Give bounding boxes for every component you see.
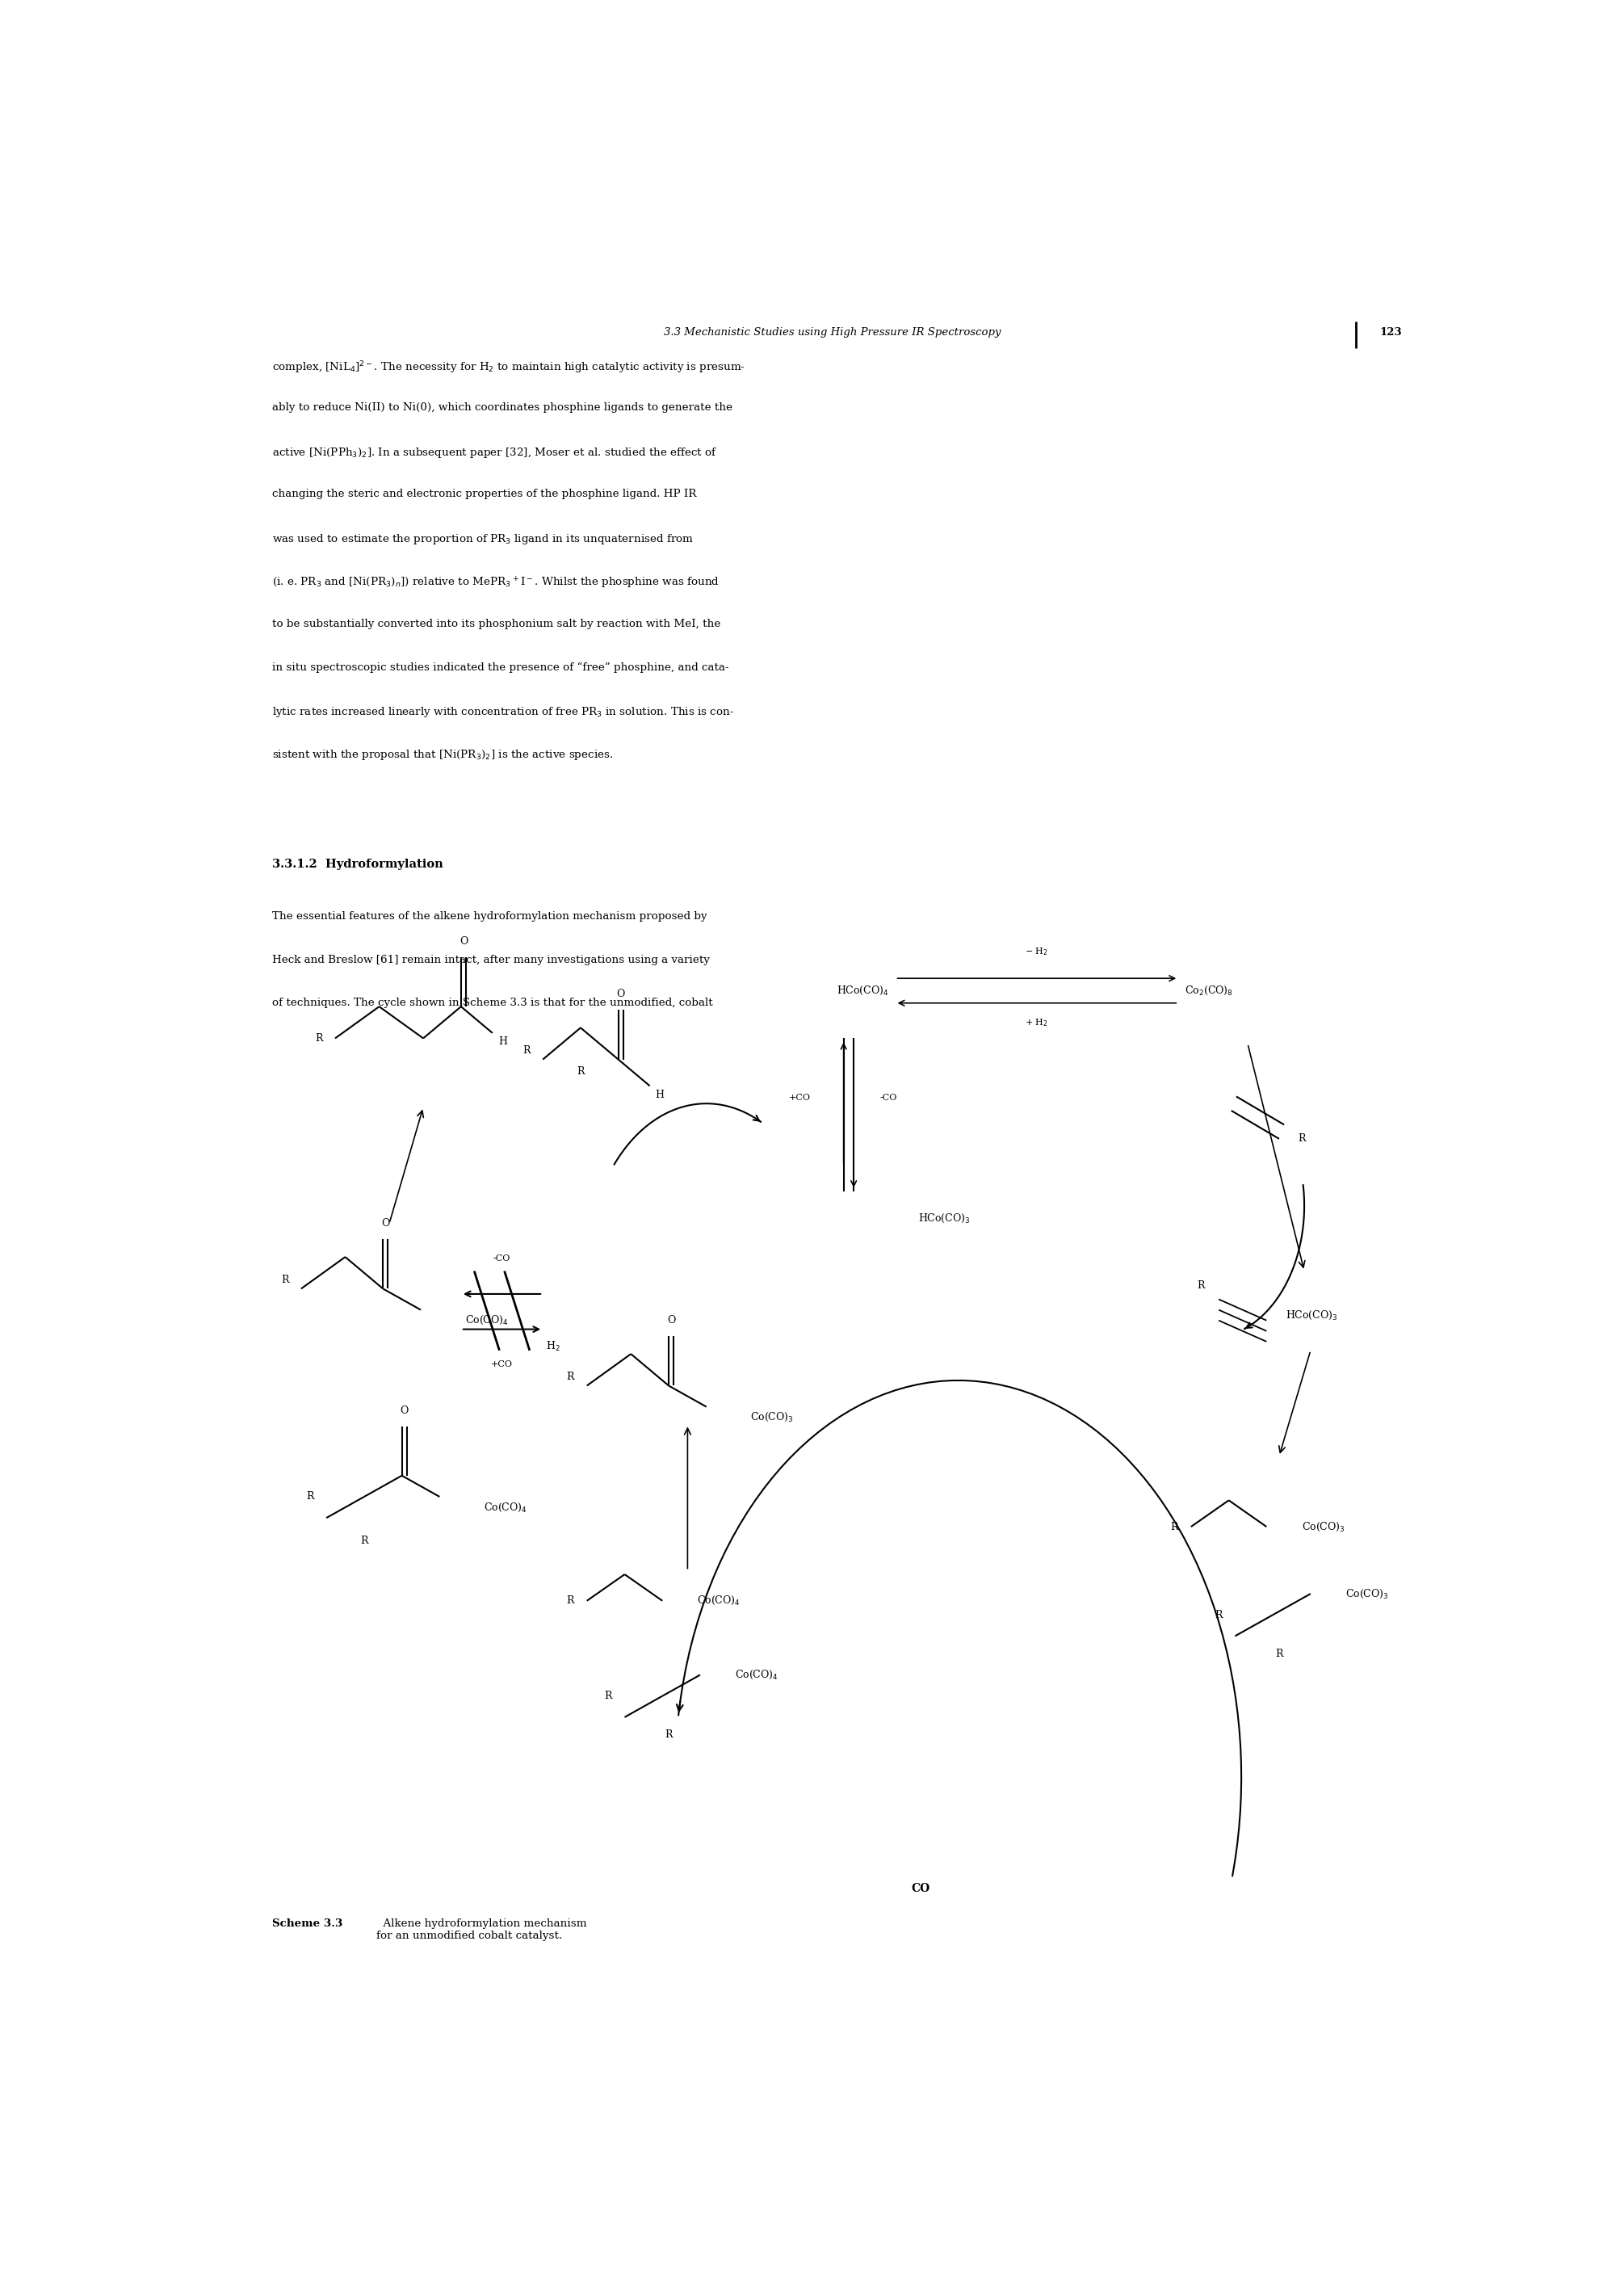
Text: $+$ H$_2$: $+$ H$_2$ [1025, 1017, 1049, 1028]
Text: R: R [523, 1047, 529, 1056]
Text: $-$ H$_2$: $-$ H$_2$ [1025, 946, 1049, 957]
Text: R: R [604, 1690, 612, 1701]
Text: Co(CO)$_3$: Co(CO)$_3$ [1346, 1587, 1389, 1601]
Text: Co$_2$(CO)$_8$: Co$_2$(CO)$_8$ [1186, 985, 1233, 996]
Text: O: O [667, 1314, 676, 1326]
Text: R: R [1215, 1610, 1223, 1619]
Text: R: R [577, 1067, 585, 1076]
Text: R: R [664, 1729, 672, 1740]
Text: of techniques. The cycle shown in Scheme 3.3 is that for the unmodified, cobalt: of techniques. The cycle shown in Scheme… [273, 998, 713, 1008]
Text: Co(CO)$_4$: Co(CO)$_4$ [464, 1314, 508, 1326]
Text: R: R [361, 1537, 369, 1546]
Text: H: H [499, 1037, 507, 1047]
Text: sistent with the proposal that [Ni(PR$_3$)$_2$] is the active species.: sistent with the proposal that [Ni(PR$_3… [273, 749, 614, 763]
Text: CO: CO [911, 1882, 931, 1894]
Text: +CO: +CO [490, 1360, 513, 1369]
Text: Co(CO)$_3$: Co(CO)$_3$ [1301, 1521, 1345, 1532]
Text: R: R [1298, 1134, 1306, 1145]
Text: (i. e. PR$_3$ and [Ni(PR$_3$)$_n$]) relative to MePR$_3$$^+$I$^-$. Whilst the ph: (i. e. PR$_3$ and [Ni(PR$_3$)$_n$]) rela… [273, 575, 719, 591]
Text: O: O [460, 937, 468, 946]
Text: -CO: -CO [880, 1092, 898, 1101]
Text: to be substantially converted into its phosphonium salt by reaction with MeI, th: to be substantially converted into its p… [273, 618, 721, 630]
Text: Co(CO)$_4$: Co(CO)$_4$ [484, 1502, 528, 1514]
Text: was used to estimate the proportion of PR$_3$ ligand in its unquaternised from: was used to estimate the proportion of P… [273, 531, 693, 545]
Text: Scheme 3.3: Scheme 3.3 [273, 1919, 343, 1928]
Text: HCo(CO)$_3$: HCo(CO)$_3$ [1286, 1310, 1338, 1321]
Text: in situ spectroscopic studies indicated the presence of “free” phosphine, and ca: in situ spectroscopic studies indicated … [273, 662, 729, 673]
Text: R: R [1197, 1280, 1205, 1292]
Text: HCo(CO)$_4$: HCo(CO)$_4$ [836, 985, 888, 996]
Text: changing the steric and electronic properties of the phosphine ligand. HP IR: changing the steric and electronic prope… [273, 490, 697, 499]
Text: 123: 123 [1380, 327, 1402, 337]
Text: active [Ni(PPh$_3$)$_2$]. In a subsequent paper [32], Moser et al. studied the e: active [Ni(PPh$_3$)$_2$]. In a subsequen… [273, 447, 718, 460]
Text: O: O [617, 989, 625, 998]
Text: ably to reduce Ni(II) to Ni(0), which coordinates phosphine ligands to generate : ably to reduce Ni(II) to Ni(0), which co… [273, 403, 732, 412]
Text: 3.3.1.2  Hydroformylation: 3.3.1.2 Hydroformylation [273, 859, 443, 870]
Text: R: R [567, 1596, 575, 1605]
Text: +CO: +CO [789, 1092, 810, 1101]
Text: Alkene hydroformylation mechanism
for an unmodified cobalt catalyst.: Alkene hydroformylation mechanism for an… [377, 1919, 588, 1942]
Text: O: O [400, 1406, 409, 1415]
Text: lytic rates increased linearly with concentration of free PR$_3$ in solution. Th: lytic rates increased linearly with conc… [273, 705, 734, 719]
Text: R: R [567, 1372, 575, 1383]
Text: H: H [656, 1090, 664, 1099]
Text: R: R [315, 1033, 323, 1044]
Text: complex, [NiL$_4$]$^{2-}$. The necessity for H$_2$ to maintain high catalytic ac: complex, [NiL$_4$]$^{2-}$. The necessity… [273, 360, 745, 376]
Text: 3.3 Mechanistic Studies using High Pressure IR Spectroscopy: 3.3 Mechanistic Studies using High Press… [664, 327, 1000, 337]
Text: H$_2$: H$_2$ [546, 1340, 560, 1353]
Text: R: R [305, 1491, 313, 1502]
Text: Heck and Breslow [61] remain intact, after many investigations using a variety: Heck and Breslow [61] remain intact, aft… [273, 955, 710, 964]
Text: Co(CO)$_4$: Co(CO)$_4$ [697, 1594, 741, 1608]
Text: Co(CO)$_3$: Co(CO)$_3$ [750, 1411, 794, 1424]
Text: R: R [1275, 1649, 1283, 1658]
Text: -CO: -CO [494, 1255, 510, 1262]
Text: Co(CO)$_4$: Co(CO)$_4$ [736, 1669, 778, 1681]
Text: R: R [1171, 1521, 1179, 1532]
Text: O: O [382, 1218, 390, 1230]
Text: The essential features of the alkene hydroformylation mechanism proposed by: The essential features of the alkene hyd… [273, 911, 706, 923]
Text: R: R [281, 1276, 289, 1285]
Text: HCo(CO)$_3$: HCo(CO)$_3$ [918, 1211, 970, 1225]
